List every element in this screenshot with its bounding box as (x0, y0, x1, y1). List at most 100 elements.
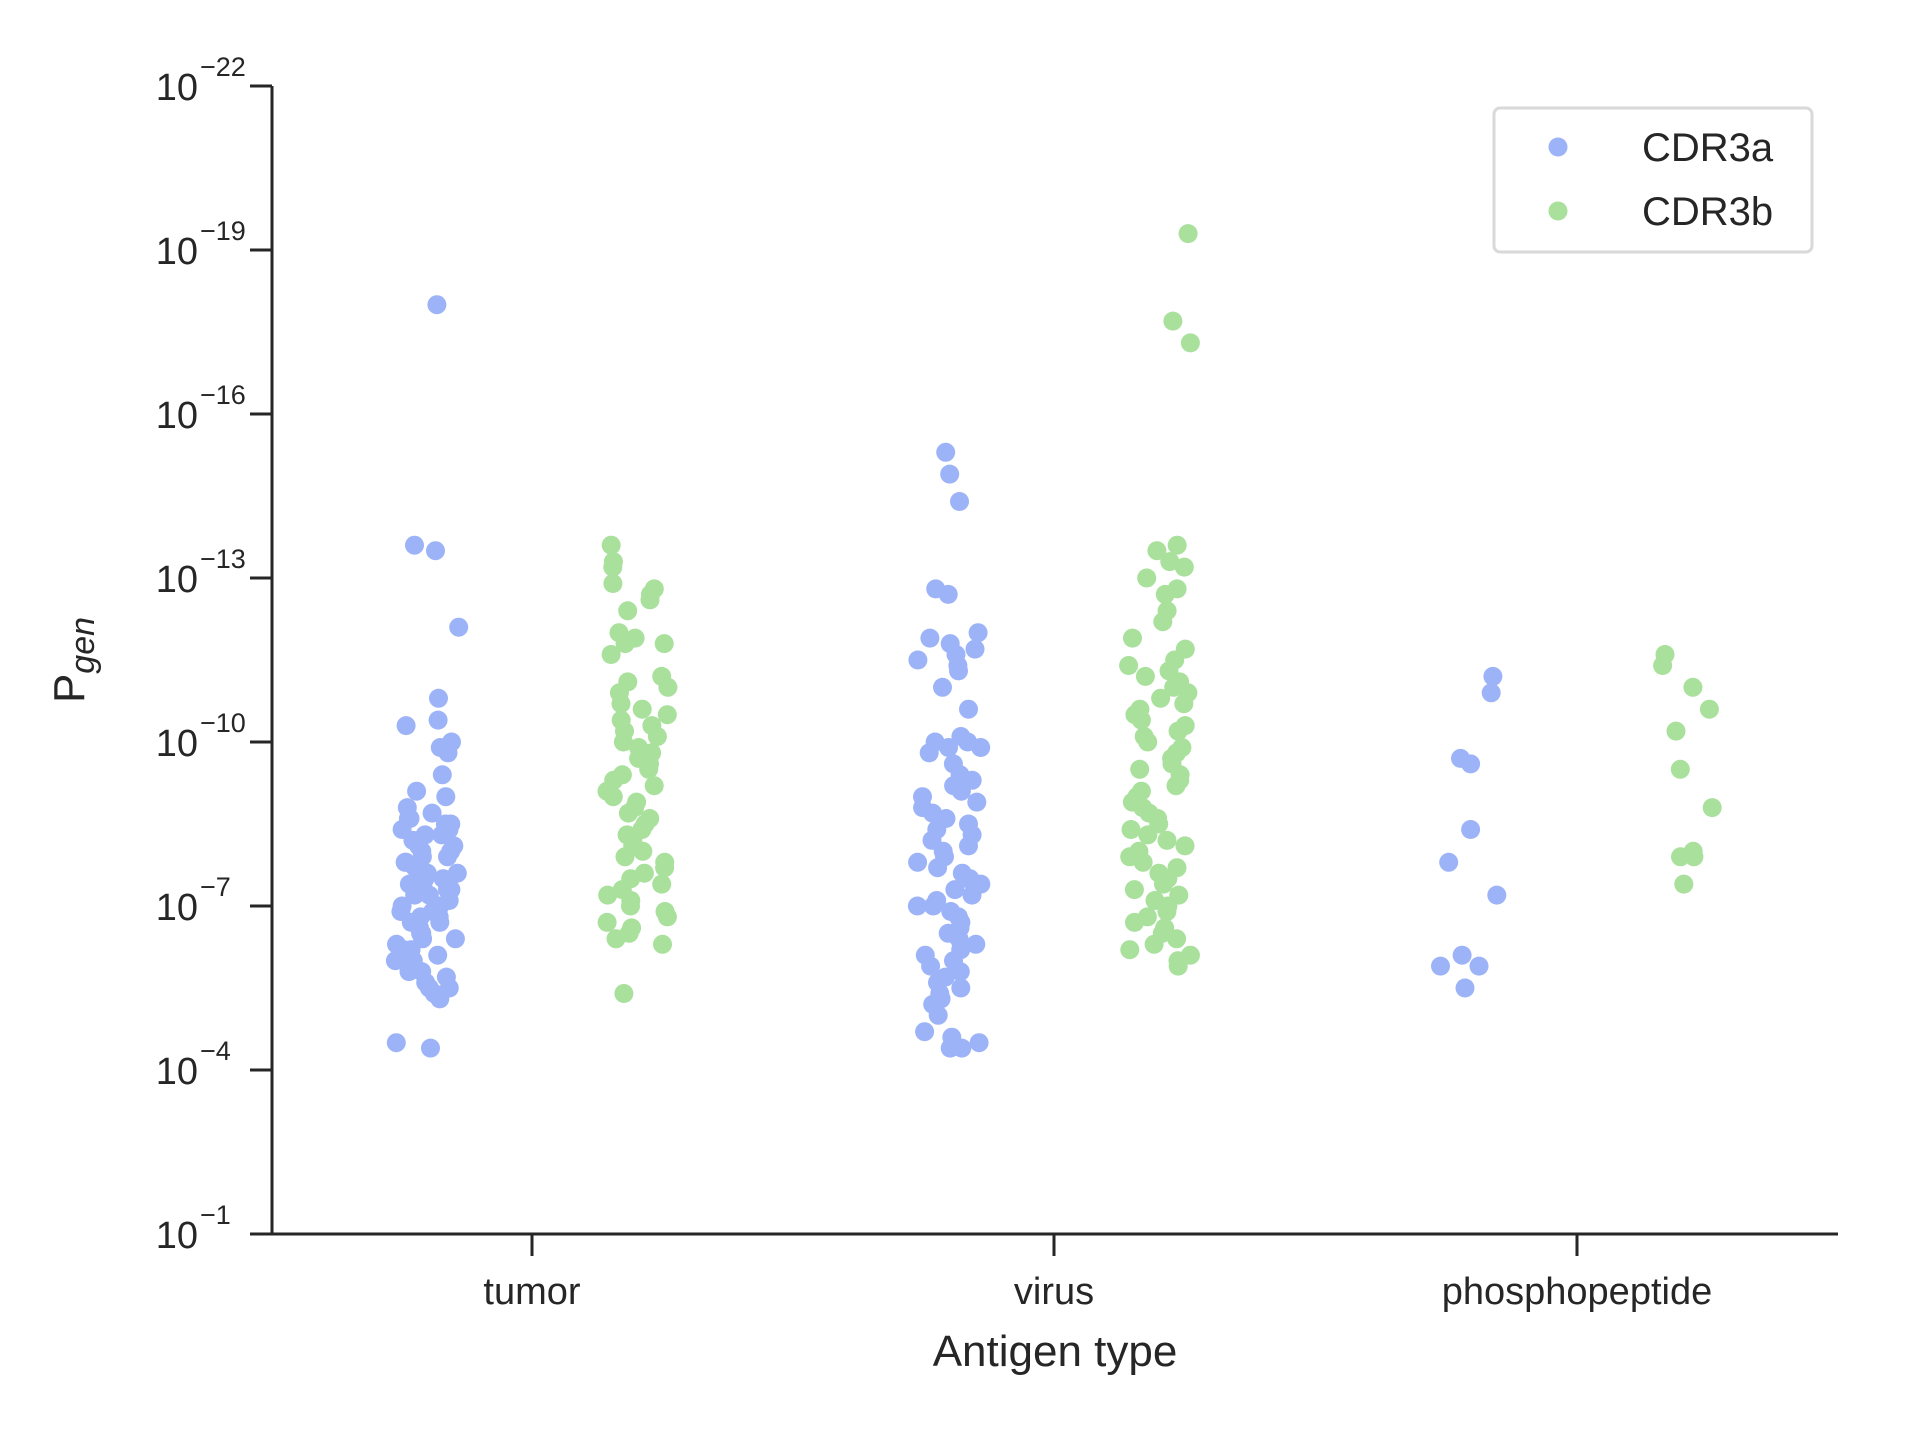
x-tick-label-phosphopeptide: phosphopeptide (1442, 1271, 1712, 1313)
data-point-cdr3b-tumor (639, 759, 659, 779)
data-point-cdr3b-virus (1135, 666, 1155, 686)
data-point-cdr3a-virus (945, 880, 965, 900)
data-point-cdr3a-phosphopeptide (1452, 945, 1472, 965)
data-point-cdr3b-tumor (615, 634, 635, 654)
data-point-cdr3b-virus (1153, 612, 1173, 632)
data-point-cdr3b-virus (1138, 732, 1158, 752)
data-point-cdr3b-phosphopeptide (1702, 798, 1722, 818)
data-point-cdr3a-virus (908, 852, 928, 872)
data-point-cdr3a-tumor (438, 847, 457, 867)
data-point-cdr3b-virus (1163, 311, 1183, 331)
data-point-cdr3b-tumor (601, 535, 621, 555)
data-point-cdr3a-virus (933, 677, 952, 697)
data-point-cdr3a-virus (936, 442, 956, 462)
data-point-cdr3a-tumor (445, 929, 465, 949)
y-tick-label: 10 (156, 1051, 198, 1093)
x-tick-label-tumor: tumor (483, 1271, 580, 1313)
data-point-cdr3a-tumor (422, 803, 442, 823)
data-point-cdr3b-virus (1119, 656, 1139, 675)
data-point-cdr3b-phosphopeptide (1670, 759, 1690, 779)
data-point-cdr3b-virus (1168, 721, 1188, 741)
data-point-cdr3b-tumor (598, 885, 618, 905)
data-point-cdr3b-phosphopeptide (1699, 699, 1719, 719)
data-point-cdr3b-tumor (657, 907, 677, 927)
data-point-cdr3a-tumor (386, 1033, 406, 1053)
data-point-cdr3b-virus (1166, 776, 1186, 796)
data-point-cdr3b-virus (1144, 934, 1164, 954)
data-points (385, 224, 1722, 1058)
data-point-cdr3a-tumor (396, 716, 416, 736)
y-tick-label: 10 (156, 1215, 198, 1257)
series-cdr3a (385, 295, 1507, 1058)
data-point-cdr3a-virus (968, 623, 988, 643)
data-point-cdr3b-virus (1174, 694, 1194, 714)
data-point-cdr3a-tumor (432, 765, 452, 785)
data-point-cdr3a-tumor (430, 912, 450, 932)
data-point-cdr3b-virus (1137, 568, 1157, 588)
data-point-cdr3b-tumor (655, 858, 675, 878)
y-tick-label: 10 (156, 559, 198, 601)
legend-label-cdr3a: CDR3a (1642, 126, 1774, 170)
data-point-cdr3a-virus (928, 858, 948, 878)
y-tick-label: 10 (156, 231, 198, 273)
data-point-cdr3b-tumor (653, 934, 672, 954)
data-point-cdr3b-virus (1178, 224, 1198, 244)
data-point-cdr3b-tumor (644, 776, 664, 796)
data-point-cdr3a-phosphopeptide (1455, 978, 1475, 998)
data-point-cdr3b-tumor (632, 699, 652, 719)
data-point-cdr3b-tumor (603, 787, 623, 807)
data-point-cdr3b-virus (1160, 552, 1180, 572)
data-point-cdr3b-tumor (618, 601, 638, 621)
data-point-cdr3a-tumor (430, 989, 450, 1009)
data-point-cdr3b-tumor (614, 984, 634, 1003)
y-tick-label: 10 (156, 887, 198, 929)
data-point-cdr3a-virus (969, 1033, 989, 1053)
data-point-cdr3b-virus (1138, 825, 1158, 845)
legend-box (1492, 106, 1814, 254)
data-point-cdr3b-virus (1175, 836, 1195, 856)
data-point-cdr3a-virus (923, 896, 943, 916)
data-point-cdr3a-phosphopeptide (1431, 956, 1450, 976)
data-point-cdr3a-virus (965, 639, 985, 659)
data-point-cdr3b-tumor (601, 645, 621, 664)
legend: CDR3a CDR3b (1492, 106, 1814, 254)
legend-label-cdr3b: CDR3b (1642, 190, 1773, 234)
data-point-cdr3a-tumor (436, 787, 456, 807)
data-point-cdr3a-tumor (405, 535, 424, 555)
data-point-cdr3b-tumor (647, 727, 667, 746)
y-tick-exponent: −4 (200, 1036, 231, 1066)
data-point-cdr3a-virus (959, 836, 978, 856)
data-point-cdr3b-tumor (652, 874, 672, 894)
data-point-cdr3a-virus (938, 584, 958, 604)
legend-marker-cdr3a (1548, 137, 1568, 157)
data-point-cdr3a-phosphopeptide (1461, 754, 1481, 774)
y-tick-label: 10 (156, 395, 198, 437)
y-tick-exponent: −22 (200, 52, 246, 82)
data-point-cdr3a-virus (962, 885, 982, 905)
data-point-cdr3a-virus (971, 738, 991, 757)
data-point-cdr3a-virus (907, 896, 927, 916)
data-point-cdr3a-virus (950, 962, 970, 982)
data-point-cdr3a-tumor (407, 781, 427, 801)
data-point-cdr3a-tumor (421, 1038, 440, 1058)
data-point-cdr3b-virus (1157, 830, 1177, 850)
data-point-cdr3a-phosphopeptide (1481, 683, 1501, 703)
y-tick-exponent: −10 (200, 708, 246, 738)
data-point-cdr3b-phosphopeptide (1653, 656, 1673, 675)
data-point-cdr3a-virus (951, 978, 971, 998)
data-point-cdr3a-tumor (432, 825, 452, 845)
data-point-cdr3b-virus (1147, 541, 1167, 561)
data-point-cdr3b-tumor (657, 705, 677, 725)
data-point-cdr3a-virus (940, 464, 960, 484)
data-point-cdr3b-virus (1167, 929, 1187, 949)
data-point-cdr3a-virus (919, 743, 939, 763)
data-point-cdr3a-virus (940, 1038, 960, 1058)
data-point-cdr3a-virus (939, 738, 958, 757)
y-tick-exponent: −13 (200, 544, 246, 574)
data-point-cdr3b-virus (1151, 688, 1171, 708)
y-tick-exponent: −19 (200, 216, 246, 246)
data-point-cdr3b-phosphopeptide (1684, 847, 1704, 867)
